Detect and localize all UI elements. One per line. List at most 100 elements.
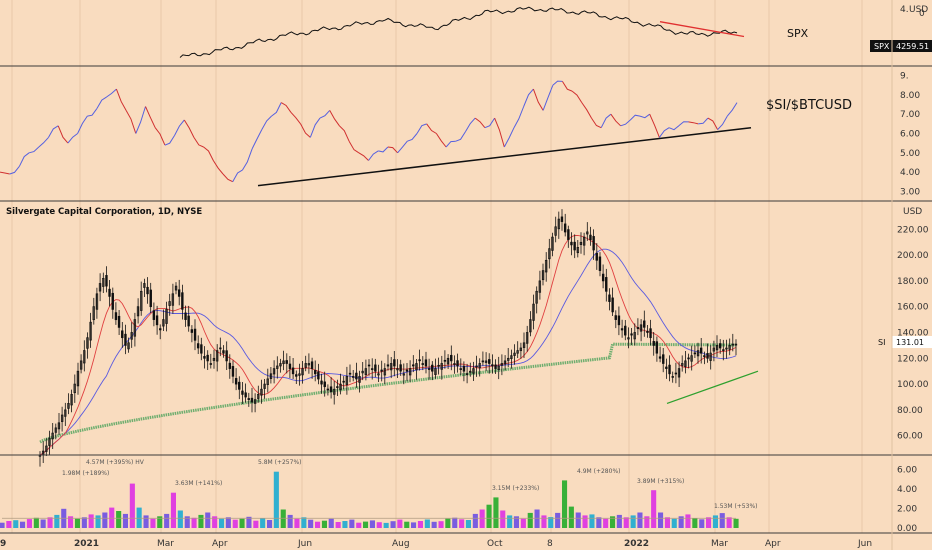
candle-body [130, 332, 133, 340]
ratio-line-segment [387, 146, 398, 154]
volume-spike-label: 1.53M (+53%) [714, 503, 758, 510]
volume-spike-label: 3.15M (+233%) [492, 485, 539, 492]
candle-body [529, 319, 532, 333]
candle-body [143, 283, 146, 288]
volume-bar [719, 513, 725, 528]
candle-body [668, 364, 671, 375]
candle-body [491, 364, 494, 367]
candle-body [386, 364, 390, 367]
volume-bar [280, 509, 286, 528]
candle-body [219, 347, 222, 350]
volume-bar [335, 522, 341, 528]
candle-body [231, 366, 235, 377]
candle-body [92, 306, 95, 321]
candle-body [722, 349, 725, 351]
ratio-tick-label: 5.00 [900, 149, 920, 159]
candle-body [269, 373, 273, 379]
candle-body [291, 367, 295, 375]
candle-body [310, 361, 314, 369]
price-tick-label: 180.00 [897, 277, 929, 287]
candle-body [364, 368, 368, 376]
candle-body [377, 373, 380, 376]
candle-body [181, 292, 184, 310]
volume-spike-label: 4.57M (+395%) HV [86, 459, 145, 466]
x-tick-label: 2022 [624, 539, 649, 549]
candle-body [358, 376, 361, 383]
chart-title: Silvergate Capital Corporation, 1D, NYSE [6, 207, 202, 217]
ratio-line-segment [445, 140, 456, 148]
ratio-line-segment [620, 119, 631, 127]
candle-body [427, 368, 431, 370]
candle-body [272, 368, 276, 375]
ratio-line-segment [658, 127, 670, 138]
ratio-axis: 3.00 4.00 5.00 6.00 7.00 8.00 9. [900, 72, 920, 198]
price-axis-unit: USD [903, 207, 922, 217]
ratio-line-segment [38, 137, 49, 148]
candle-body [203, 356, 206, 359]
candle-body [48, 437, 51, 446]
volume-bar [164, 513, 170, 528]
candle-body [285, 360, 288, 364]
candle-body [469, 370, 472, 373]
ratio-line-segment [67, 133, 78, 144]
candle-body [83, 350, 86, 364]
candle-body [79, 360, 83, 370]
ratio-line-segment [241, 148, 253, 171]
price-series [38, 209, 759, 467]
ratio-series [0, 80, 752, 187]
candle-body [244, 392, 247, 398]
volume-tick-label: 2.00 [897, 505, 917, 515]
volume-bar [191, 517, 197, 528]
candle-body [380, 369, 383, 372]
candle-body [348, 372, 352, 375]
candle-body [301, 368, 304, 376]
volume-bar [122, 513, 128, 528]
volume-bar [301, 517, 307, 528]
price-tick-label: 200.00 [897, 251, 929, 261]
volume-bar [630, 515, 636, 528]
volume-bar [513, 516, 519, 528]
ratio-line-segment [455, 131, 466, 142]
candle-body [601, 273, 605, 282]
candle-body [478, 363, 481, 369]
ratio-line-segment [600, 113, 612, 128]
ratio-line-segment [154, 127, 166, 146]
candle-body [557, 218, 561, 230]
candle-body [345, 376, 349, 385]
candle-body [45, 445, 48, 452]
ratio-line-segment [193, 137, 204, 148]
candle-body [434, 368, 437, 375]
candle-body [389, 363, 393, 371]
ratio-line-segment [48, 125, 59, 138]
ratio-line-segment [610, 113, 621, 127]
ma-200-line [39, 342, 736, 444]
candle-body [658, 356, 662, 359]
ratio-line-segment [629, 114, 641, 121]
volume-tick-label: 6.00 [897, 466, 917, 476]
x-tick-label: Jun [297, 539, 312, 549]
candle-body [89, 321, 92, 341]
candle-body [500, 363, 504, 366]
candle-body [576, 247, 580, 254]
ratio-line-segment [397, 140, 408, 154]
spx-price-tag-bg [892, 40, 932, 52]
volume-bar [404, 521, 410, 528]
candle-body [184, 312, 187, 320]
candle-body [472, 368, 475, 374]
candle-body [513, 352, 516, 356]
candle-body [446, 357, 450, 365]
candle-body [70, 394, 73, 406]
ratio-annotation: $SI/$BTCUSD [766, 98, 852, 113]
x-tick-label: Aug [392, 539, 410, 549]
ratio-line-segment [639, 113, 650, 119]
candle-body [102, 278, 105, 287]
candle-body [209, 363, 213, 365]
candle-body [351, 376, 355, 378]
price-tick-label: 100.00 [897, 380, 929, 390]
candle-body [636, 327, 640, 330]
candle-body [703, 355, 706, 357]
volume-bar [479, 509, 485, 528]
candle-body [415, 363, 418, 371]
candle-body [247, 398, 250, 400]
x-tick-label: Mar [157, 539, 174, 549]
